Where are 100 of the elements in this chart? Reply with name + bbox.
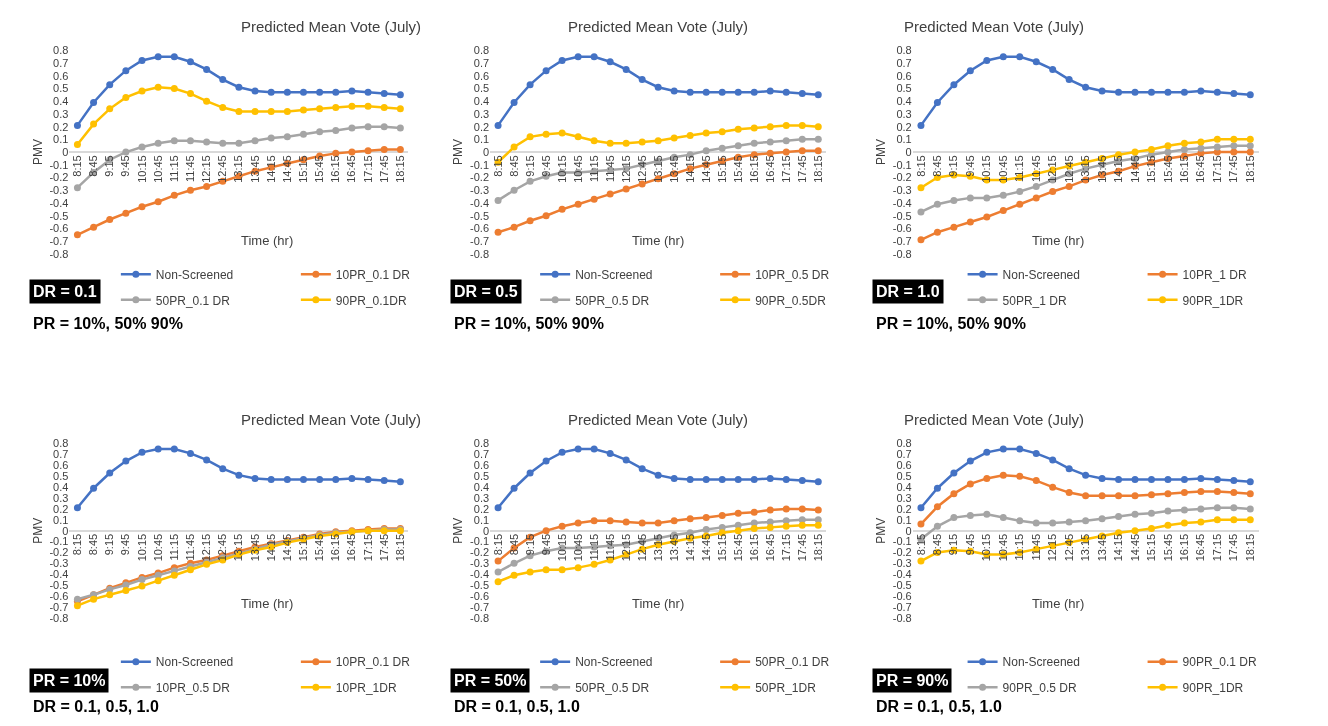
y-tick-label: 0.2 [53,120,69,133]
y-tick-label: -0.7 [892,234,912,247]
x-tick-label: 15:15 [715,533,728,562]
x-tick-label: 17:45 [795,155,808,183]
y-tick-label: 0 [482,145,490,158]
legend-label: 10PR_1DR [335,680,397,695]
x-tick-label: 11:45 [603,533,616,561]
x-tick-label: 12:15 [1046,155,1059,183]
x-tick-label: 12:15 [1046,533,1059,562]
x-tick-label: 10:45 [571,155,584,183]
chart-title: Predicted Mean Vote (July) [904,411,1085,428]
y-tick-label: 0 [905,145,912,158]
x-tick-label: 11:15 [1013,533,1026,561]
y-tick-label: -0.4 [470,568,490,581]
chart-title: Predicted Mean Vote (July) [568,411,749,428]
legend-label: 90PR_0.1 DR [1182,655,1257,670]
x-tick-label: 10:45 [151,155,164,183]
x-tick-label: 12:15 [619,533,632,562]
y-tick-label: 0.5 [896,82,912,95]
y-tick-label: 0.5 [473,470,490,483]
x-tick-label: 8:45 [87,155,100,177]
x-tick-label: 8:15 [71,155,83,177]
x-axis-title: Time (hr) [632,233,685,248]
x-tick-label: 12:45 [635,533,648,562]
x-tick-label: 9:45 [119,533,132,556]
legend-label: 50PR_0.5 DR [575,293,650,308]
y-tick-label: 0.6 [473,69,490,82]
x-tick-label: 13:15 [651,533,664,562]
y-tick-label: 0.4 [473,480,490,493]
y-tick-label: 0.6 [473,459,490,472]
x-tick-label: 9:45 [963,533,976,556]
x-tick-label: 16:15 [1177,533,1190,562]
y-tick-label: -0.5 [470,578,490,591]
x-tick-label: 17:15 [1210,155,1223,183]
y-tick-label: 0.4 [896,95,912,108]
y-tick-label: 0.5 [896,470,912,483]
x-tick-label: 12:15 [619,155,632,183]
y-tick-label: -0.3 [892,184,912,197]
x-tick-label: 14:45 [280,533,293,562]
text: PR = 10%, 50% 90% [33,315,183,332]
x-tick-label: 10:15 [135,155,148,183]
y-tick-label: 0.6 [896,459,912,472]
y-tick-label: -0.4 [49,568,69,581]
y-axis-title: PMV [874,517,889,544]
x-tick-label: 12:15 [200,155,213,183]
x-tick-label: 18:15 [393,155,406,183]
y-axis-title: PMV [30,139,45,166]
x-tick-label: 15:15 [715,155,728,183]
y-tick-label: -0.8 [892,247,912,260]
x-tick-label: 14:15 [683,533,696,562]
y-tick-label: 0.3 [896,107,912,120]
x-tick-label: 11:45 [1029,533,1042,561]
x-tick-label: 9:15 [947,533,960,556]
x-tick-label: 11:15 [167,533,180,561]
y-tick-label: -0.6 [892,589,912,602]
y-tick-label: 0.5 [53,470,69,483]
x-tick-label: 13:45 [1095,155,1108,183]
x-tick-label: 13:15 [232,533,245,562]
y-tick-label: 0.1 [473,133,490,146]
x-tick-label: 14:15 [1112,533,1125,562]
x-tick-label: 12:45 [1062,533,1075,562]
text: PR = 50% [454,672,527,689]
x-tick-label: 16:15 [329,533,342,562]
legend-label: 50PR_1 DR [1002,293,1067,308]
x-tick-label: 10:15 [135,533,148,562]
x-tick-label: 17:45 [1227,155,1240,183]
x-tick-label: 14:45 [280,155,293,183]
legend-label: Non-Screened [1002,267,1080,282]
y-tick-label: -0.7 [470,600,490,613]
x-tick-label: 13:45 [667,155,680,183]
y-tick-label: 0.1 [53,513,69,526]
x-tick-label: 8:15 [914,533,927,556]
x-tick-label: 11:45 [1029,155,1042,183]
y-tick-label: -0.2 [470,546,490,559]
legend-label: Non-Screened [155,267,234,282]
text: DR = 0.1, 0.5, 1.0 [33,698,159,715]
y-tick-label: 0.4 [473,95,490,108]
x-tick-label: 18:15 [393,533,406,562]
x-tick-label: 17:45 [795,533,808,562]
legend-label: 10PR_0.5 DR [755,267,830,282]
y-tick-label: -0.5 [49,209,69,222]
x-tick-label: 12:15 [200,533,213,562]
y-tick-label: 0.1 [896,513,912,526]
legend-label: 10PR_0.1 DR [335,655,411,670]
text: DR = 0.1, 0.5, 1.0 [876,698,1002,715]
x-tick-label: 15:45 [731,533,744,562]
text: DR = 0.5 [454,283,518,300]
x-tick-label: 15:45 [1161,155,1174,183]
x-tick-label: 8:45 [930,533,943,556]
x-tick-label: 16:45 [1194,155,1207,183]
x-tick-label: 13:45 [248,155,261,183]
x-tick-label: 8:15 [491,533,504,556]
text: PR = 10%, 50% 90% [454,315,604,332]
x-tick-label: 11:15 [587,155,600,183]
x-tick-label: 10:45 [996,155,1009,183]
x-tick-label: 14:45 [1128,155,1141,183]
x-tick-label: 13:45 [1095,533,1108,562]
x-tick-label: 11:45 [184,155,197,183]
x-tick-label: 15:45 [1161,533,1174,562]
text: PR = 10%, 50% 90% [876,315,1026,332]
